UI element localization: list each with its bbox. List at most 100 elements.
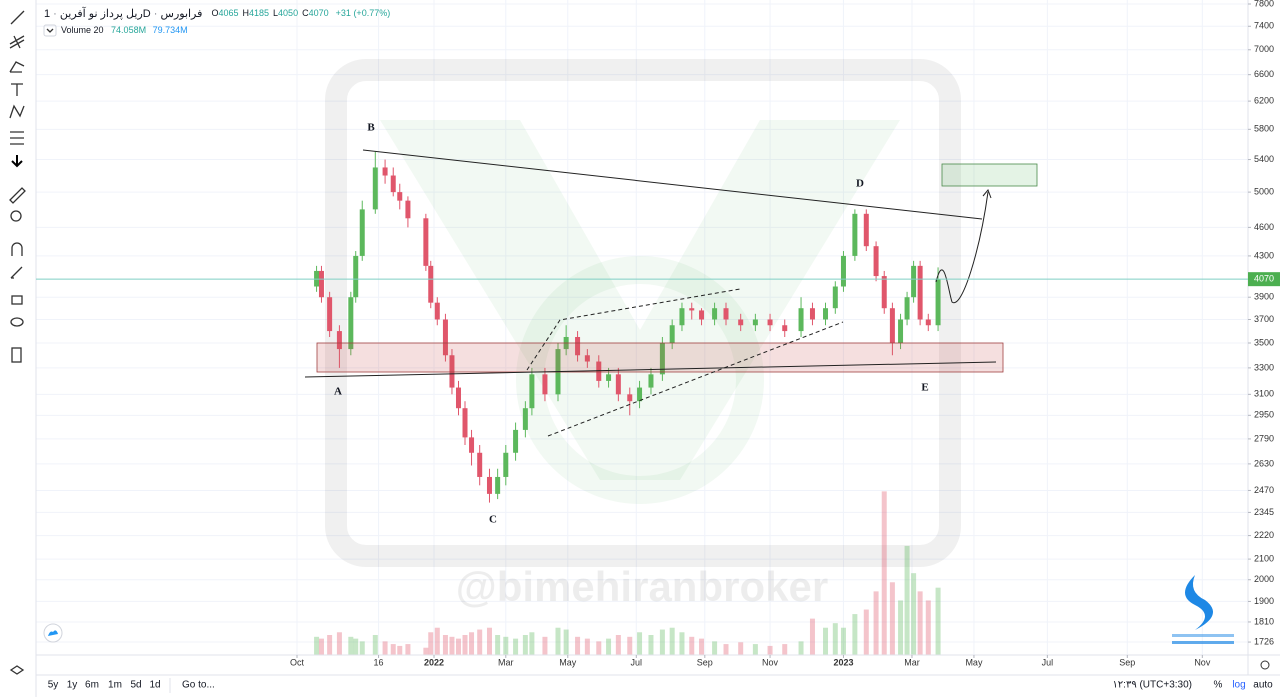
volume-bar — [348, 636, 354, 655]
collapse-button[interactable] — [43, 24, 57, 37]
range-button[interactable]: 1y — [67, 680, 78, 691]
y-tick-label: 5800 — [1254, 124, 1274, 134]
candle-body — [898, 319, 904, 343]
candle-body — [318, 270, 324, 298]
volume-bar — [873, 591, 879, 655]
auto-toggle[interactable]: auto — [1253, 680, 1273, 691]
goto-button[interactable]: Go to... — [182, 680, 215, 691]
volume-bar — [659, 629, 665, 655]
volume-bar — [314, 636, 320, 655]
range-button[interactable]: 5d — [130, 680, 141, 691]
volume-bar — [442, 635, 448, 655]
candle-layer — [314, 151, 941, 503]
volume-bar — [336, 632, 342, 655]
volume-bar — [669, 627, 675, 655]
volume-bar — [782, 644, 788, 655]
hide-tool[interactable] — [10, 317, 24, 327]
candle-body — [477, 452, 483, 477]
zoom-tool[interactable] — [10, 210, 22, 222]
range-button[interactable]: 1d — [149, 680, 160, 691]
volume-bar — [318, 638, 324, 655]
candle-body — [782, 325, 788, 332]
candle-body — [423, 218, 429, 266]
layers-tool[interactable] — [9, 665, 25, 675]
x-tick-label: Nov — [1194, 657, 1211, 667]
volume-bar — [863, 609, 869, 655]
separator: · — [154, 8, 161, 20]
y-tick-label: 6200 — [1254, 95, 1274, 105]
volume-bar — [889, 582, 895, 655]
candle-body — [852, 213, 858, 256]
candle-body — [889, 308, 895, 343]
icons-tool[interactable] — [11, 155, 23, 168]
candle-body — [529, 374, 535, 409]
candle-body — [495, 476, 501, 494]
x-tick-label: Nov — [762, 657, 779, 667]
clock[interactable]: ۱۲:۳۹ (UTC+3:30) — [1112, 680, 1192, 691]
bottom-bar: 5y 1y 6m 1m 5d 1d Go to... ۱۲:۳۹ (UTC+3:30)% log… — [48, 660, 1273, 693]
candle-body — [382, 167, 388, 176]
pattern-label: D — [856, 178, 864, 190]
projection-path — [935, 191, 989, 304]
ohlc-label: O — [211, 8, 218, 18]
candle-body — [911, 265, 917, 298]
settings-button[interactable] — [1260, 660, 1270, 670]
trend-line — [304, 361, 997, 378]
support-zone — [316, 342, 1004, 373]
volume-bar — [925, 600, 931, 655]
ohlc-value: 4065 — [218, 8, 238, 18]
volume-bar — [462, 635, 468, 655]
measure-tool[interactable] — [9, 187, 26, 204]
lock-tool[interactable] — [11, 295, 23, 305]
candle-body — [863, 213, 869, 247]
volume-bar — [637, 632, 643, 655]
candle-body — [336, 331, 342, 350]
y-tick-label: 7000 — [1254, 44, 1274, 54]
range-button[interactable]: 6m — [85, 680, 99, 691]
volume-bar — [428, 632, 434, 655]
percent-toggle[interactable]: % — [1214, 680, 1223, 691]
trend-tool[interactable] — [10, 10, 25, 25]
y-tick-label: 2345 — [1254, 507, 1274, 517]
volume-layer — [314, 491, 941, 655]
pattern-tool[interactable] — [9, 104, 25, 119]
volume-bar — [823, 627, 829, 655]
trend-line — [362, 149, 983, 220]
y-tick-label: 3700 — [1254, 314, 1274, 324]
lock-draw-tool[interactable] — [10, 266, 23, 279]
log-toggle[interactable]: log — [1232, 680, 1245, 691]
candle-body — [449, 355, 455, 388]
fib-tool[interactable] — [9, 35, 25, 49]
y-tick-label: 2630 — [1254, 458, 1274, 468]
y-tick-label: 3900 — [1254, 292, 1274, 302]
candle-body — [925, 319, 931, 326]
text-tool[interactable] — [11, 83, 23, 96]
y-tick-label: 2470 — [1254, 485, 1274, 495]
candle-body — [627, 394, 633, 402]
volume-bar — [881, 491, 887, 655]
volume-bar — [917, 591, 923, 655]
candle-body — [405, 200, 411, 219]
range-button[interactable]: 5y — [48, 680, 59, 691]
trash-tool[interactable] — [11, 347, 22, 363]
prediction-tool[interactable] — [10, 131, 24, 145]
candle-body — [712, 308, 718, 320]
volume-bar — [627, 636, 633, 655]
candle-body — [397, 192, 403, 201]
candle-body — [542, 374, 548, 395]
candle-body — [327, 297, 333, 332]
y-tick-label: 1810 — [1254, 616, 1274, 626]
magnet-tool[interactable] — [11, 242, 23, 256]
x-tick-label: Mar — [498, 657, 514, 667]
volume-bar — [809, 618, 815, 655]
volume-bar — [555, 627, 561, 655]
candle-body — [584, 355, 590, 362]
y-tick-label: 3500 — [1254, 337, 1274, 347]
range-button[interactable]: 1m — [108, 680, 122, 691]
candle-body — [767, 319, 773, 326]
legend-header: ریل پرداز نو آفرین · 1D · فرابورس O4065 H… — [43, 7, 390, 37]
volume-bar — [699, 638, 705, 655]
target-box — [941, 163, 1038, 187]
brush-tool[interactable] — [9, 61, 25, 73]
